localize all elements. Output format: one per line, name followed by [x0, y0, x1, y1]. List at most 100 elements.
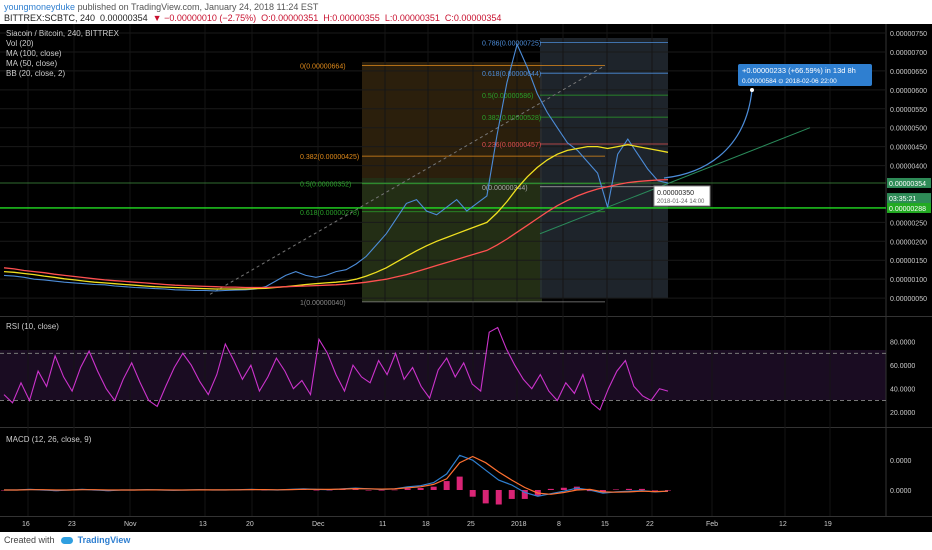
low-value: L:0.00000351 [384, 13, 440, 23]
price-tick-label: 0.00000050 [890, 296, 927, 303]
macd-histogram-bar [417, 487, 424, 490]
tooltip-line-2: 2018-01-24 14:00 [657, 199, 705, 205]
fib-zone-right [540, 38, 668, 298]
rsi-tick-label: 60.0000 [890, 363, 915, 370]
vol-legend: Vol (20) [6, 39, 34, 48]
macd-histogram-bar [391, 489, 398, 491]
macd-histogram-bar [495, 490, 502, 505]
price-badge-label: 03:35:21 [889, 196, 916, 203]
macd-histogram-bar [430, 486, 437, 490]
time-tick-label: Dec [312, 521, 325, 528]
fib-zone-left-lower [362, 178, 542, 302]
ma50-series-line [3, 144, 669, 290]
tooltip-line-1: 0.00000350 [657, 190, 694, 197]
projection-curve [663, 89, 753, 179]
created-with: Created with [4, 535, 55, 545]
ohlc-line: BITTREX:SCBTC, 240 0.00000354 ▼ −0.00000… [4, 13, 501, 23]
callout-line-1: +0.00000233 (+66.59%) in 13d 8h [742, 66, 856, 75]
open-value: O:0.00000351 [261, 13, 319, 23]
time-tick-label: 25 [467, 521, 475, 528]
macd-histogram-bar [456, 476, 463, 490]
time-tick-label: 16 [22, 521, 30, 528]
macd-histogram-bar [560, 487, 567, 490]
macd-histogram-bar [665, 490, 671, 491]
fib-left-label: 0.5(0.00000352) [300, 182, 351, 189]
macd-histogram-bar [599, 490, 606, 493]
fib-left-label: 0.618(0.00000278) [300, 210, 359, 217]
price-badge [887, 177, 931, 188]
time-tick-label: 15 [601, 521, 609, 528]
ma50-legend: MA (50, close) [6, 59, 57, 68]
uptrend-line [539, 127, 811, 235]
tradingview-logo-icon [61, 537, 74, 545]
fib-left-label: 1(0.00000040) [300, 300, 346, 307]
price-tick-label: 0.00000700 [890, 50, 927, 57]
price-tick-label: 0.00000500 [890, 126, 927, 133]
price-tick-label: 0.00000600 [890, 88, 927, 95]
macd-histogram-bar [313, 490, 320, 491]
macd-histogram-bar [378, 490, 385, 491]
rsi-tick-label: 40.0000 [890, 387, 915, 394]
time-tick-label: 20 [246, 521, 254, 528]
fib-right-label: 0.618(0.00000644) [482, 71, 541, 78]
time-tick-label: 2018 [511, 521, 527, 528]
trend-dashed-line [209, 65, 606, 295]
tradingview-link[interactable]: TradingView [77, 535, 131, 545]
price-tick-label: 0.00000450 [890, 145, 927, 152]
projection-callout[interactable] [738, 64, 872, 86]
close-value: C:0.00000354 [444, 13, 502, 23]
rsi-tick-label: 80.0000 [890, 340, 915, 347]
fib-right-label: 0.236(0.00000457) [482, 142, 541, 149]
macd-histogram-bar [482, 490, 489, 504]
price-tooltip [653, 185, 711, 207]
price-badge [887, 193, 931, 204]
macd-histogram-bar [612, 489, 619, 490]
price-badge-label: 0.00000288 [889, 206, 926, 213]
footer: Created with TradingView [4, 535, 130, 545]
author-link[interactable]: youngmoneyduke [4, 2, 76, 12]
high-value: H:0.00000355 [323, 13, 380, 23]
rsi-series-line [3, 326, 669, 411]
ma100-legend: MA (100, close) [6, 49, 62, 58]
price-tick-label: 0.00000100 [890, 277, 927, 284]
rsi-tick-label: 20.0000 [890, 410, 915, 417]
time-tick-label: 13 [199, 521, 207, 528]
macd-histogram-bar [352, 489, 359, 490]
instrument-title: Siacoin / Bitcoin, 240, BITTREX [6, 29, 120, 38]
macd-histogram-bar [651, 490, 658, 491]
time-tick-label: 18 [422, 521, 430, 528]
signal-series-line [4, 455, 669, 495]
price-badge [887, 202, 931, 213]
time-tick-label: 11 [379, 521, 386, 528]
price-tick-label: 0.00000250 [890, 220, 927, 227]
time-tick-label: 22 [646, 521, 654, 528]
macd-histogram-bar [469, 490, 476, 497]
symbol-label: BITTREX:SCBTC, 240 [4, 13, 96, 23]
price-tick-label: 0.00000550 [890, 107, 927, 114]
price-tick-label: 0.00000650 [890, 69, 927, 76]
rsi-legend: RSI (10, close) [6, 322, 59, 331]
time-tick-label: 23 [68, 521, 76, 528]
fib-right-label: 0.5(0.00000586) [482, 93, 533, 100]
time-tick-label: Nov [124, 521, 137, 528]
price-tick-label: 0.00000200 [890, 239, 927, 246]
macd-tick-label: 0.0000 [890, 488, 912, 495]
price-tick-label: 0.00000400 [890, 164, 927, 171]
fib-right-label: 0.786(0.00000725) [482, 40, 541, 47]
callout-line-2: 0.00000584 ⊙ 2018-02-06 22:00 [742, 78, 837, 85]
rsi-band [0, 350, 886, 400]
macd-tick-label: 0.0000 [890, 458, 912, 465]
time-tick-label: 8 [557, 521, 561, 528]
bb-legend: BB (20, close, 2) [6, 69, 65, 78]
projection-point [750, 88, 754, 92]
macd-histogram-bar [443, 481, 450, 490]
down-triangle-icon: ▼ [152, 13, 162, 23]
macd-histogram-bar [404, 488, 411, 490]
fib-right-label: 0.382(0.00000528) [482, 115, 541, 122]
published-line: youngmoneyduke published on TradingView.… [4, 2, 318, 12]
time-tick-label: Feb [706, 521, 718, 528]
macd-histogram-bar [638, 488, 645, 490]
fib-right-label: 0(0.00000344) [482, 185, 528, 192]
price-badge-label: 0.00000354 [889, 181, 926, 188]
chart-canvas[interactable]: 0(0.00000664) 0.382(0.00000425) 0.5(0.0000… [0, 24, 932, 532]
